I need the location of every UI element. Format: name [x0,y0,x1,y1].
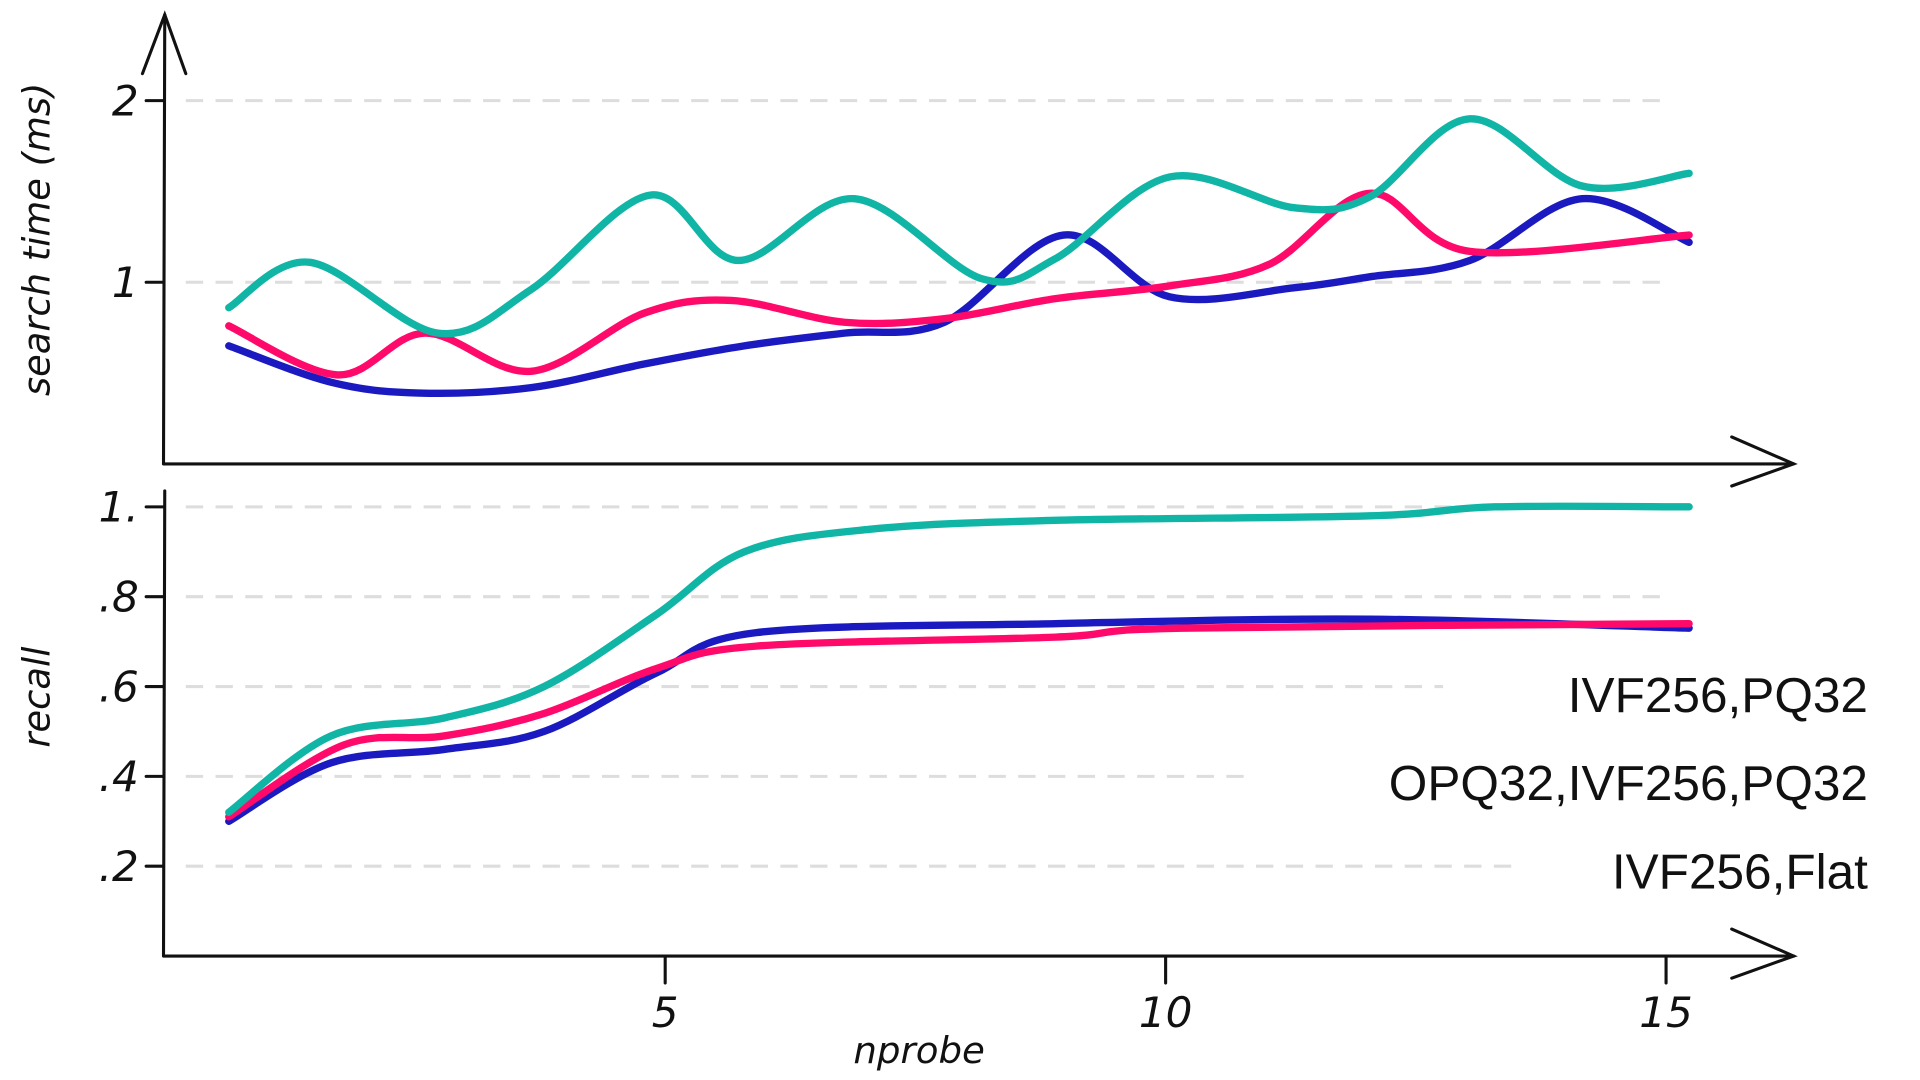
series-line-ivf256-flat [225,502,1693,816]
y-axis [161,489,167,958]
series-line-ivf256-pq32 [225,615,1693,825]
x-axis-arrow-icon [1730,927,1798,980]
x-axis-arrow-icon [1730,435,1798,488]
legend: IVF256,PQ32 OPQ32,IVF256,PQ32 IVF256,Fla… [1389,668,1868,899]
series-line-opq32-ivf256-pq32 [225,619,1693,821]
y-tick-label: 2 [112,77,139,126]
y-tick-label: .4 [99,752,139,801]
top-y-axis-label: search time (ms) [15,83,58,396]
series-line-opq32-ivf256-pq32 [225,189,1693,379]
recall-panel: recall nprobe .2 .4 .6 .8 1. 5 10 15 [15,483,1798,1072]
series-line-ivf256-flat [225,115,1693,338]
y-tick-label: 1 [112,258,139,307]
legend-entry-ivf256-pq32: IVF256,PQ32 [1568,668,1868,723]
bottom-y-axis-label: recall [15,646,58,748]
y-tick-label: .2 [99,842,139,891]
y-axis [161,13,167,466]
y-tick-label: .8 [99,573,139,622]
legend-entry-ivf256-flat: IVF256,Flat [1612,845,1868,900]
series-line-ivf256-pq32 [225,195,1693,398]
y-tick-label: 1. [99,483,139,532]
x-axis-label: nprobe [853,1029,985,1072]
x-tick-label: 5 [652,988,679,1037]
y-axis-arrow-icon [140,10,188,76]
x-tick-label: 15 [1639,988,1693,1037]
legend-entry-opq32-ivf256-pq32: OPQ32,IVF256,PQ32 [1389,756,1868,811]
search-time-panel: search time (ms) 1 2 [15,10,1798,488]
x-tick-label: 10 [1139,988,1193,1037]
y-tick-label: .6 [99,662,139,711]
